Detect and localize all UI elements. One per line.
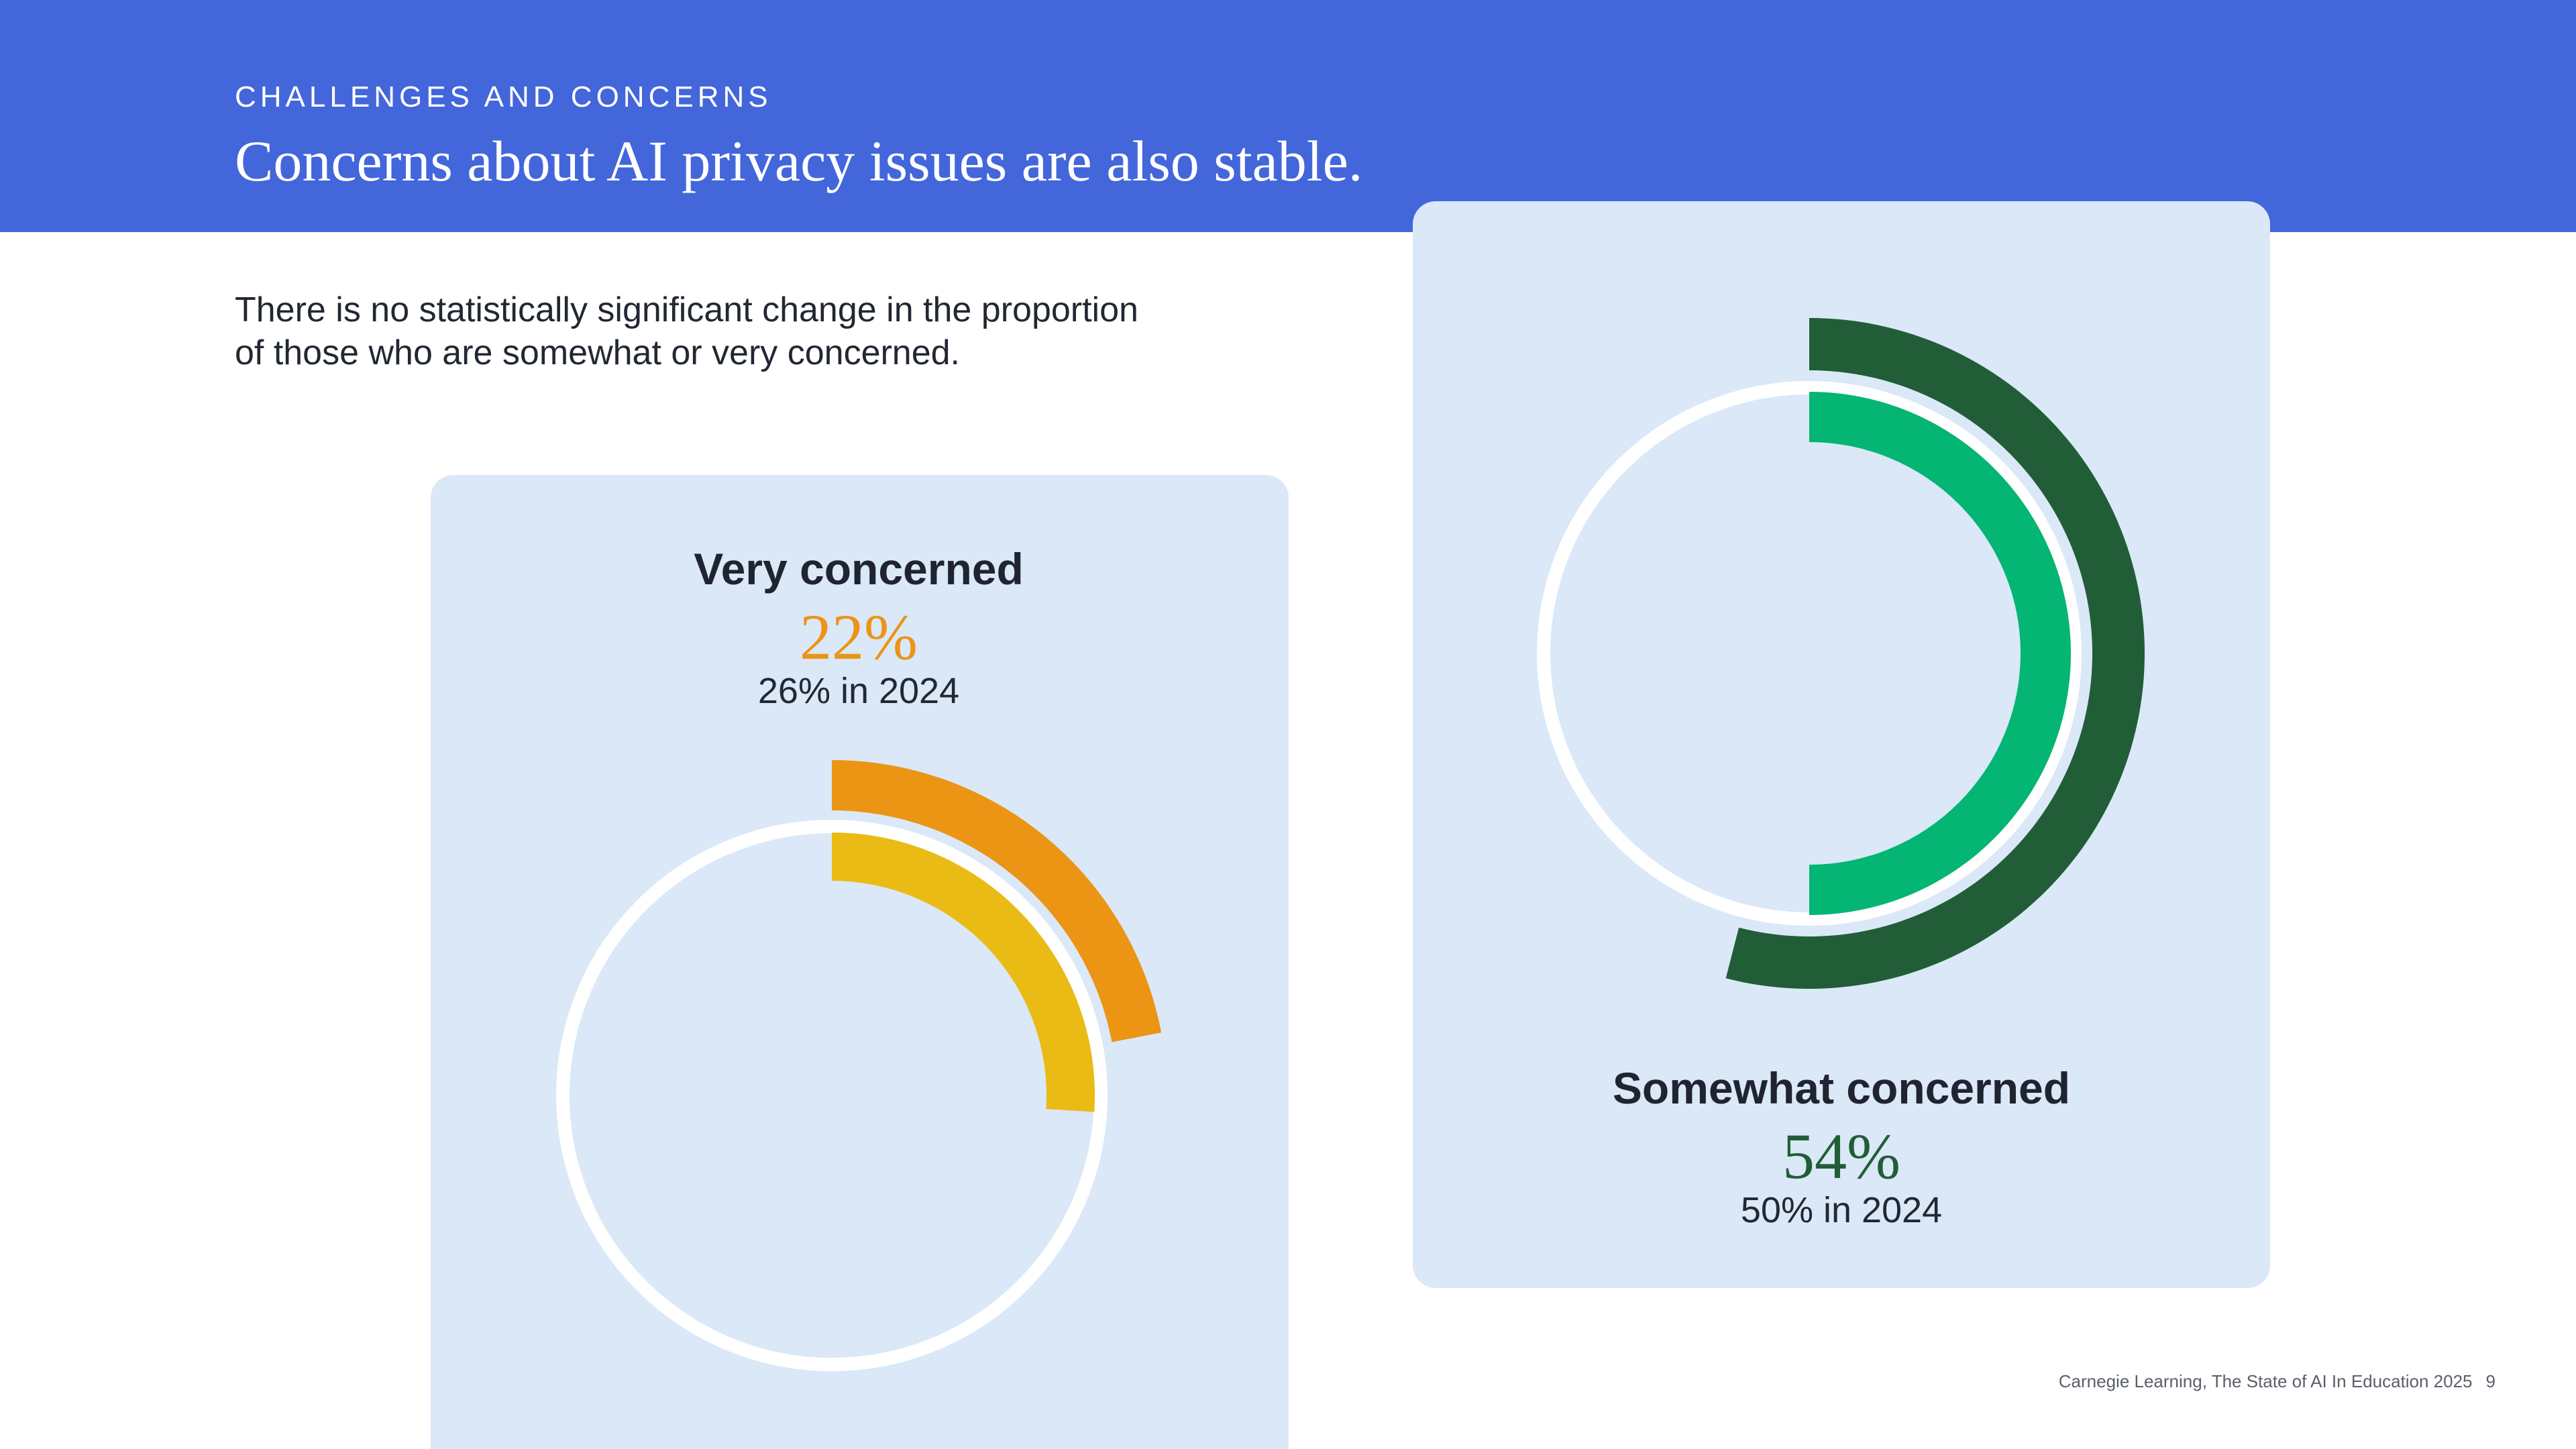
somewhat-concerned-title: Somewhat concerned [1612, 1063, 2071, 1113]
section-eyebrow: CHALLENGES AND CONCERNS [235, 80, 772, 113]
somewhat-concerned-previous: 50% in 2024 [1740, 1190, 1943, 1230]
very-concerned-bar-2025 [832, 760, 1162, 1042]
very-concerned-chart [556, 760, 1162, 1371]
footer: Carnegie Learning, The State of AI In Ed… [2059, 1371, 2496, 1392]
header-banner: CHALLENGES AND CONCERNS Concerns about A… [0, 0, 2576, 232]
intro-line-2: of those who are somewhat or very concer… [235, 333, 961, 372]
somewhat-concerned-labels: Somewhat concerned 54% 50% in 2024 [1472, 1061, 2210, 1230]
very-concerned-track-ring [556, 820, 1108, 1371]
somewhat-concerned-value: 54% [1782, 1120, 1900, 1192]
page-number: 9 [2485, 1371, 2496, 1391]
very-concerned-bar-2024 [832, 833, 1095, 1112]
footer-source: Carnegie Learning, The State of AI In Ed… [2058, 1371, 2473, 1391]
somewhat-concerned-track-ring [1537, 381, 2082, 926]
very-concerned-value: 22% [800, 601, 918, 673]
very-concerned-previous: 26% in 2024 [757, 671, 960, 711]
intro-text: There is no statistically significant ch… [235, 288, 1241, 374]
somewhat-concerned-bar-2025 [1725, 318, 2145, 989]
page-title: Concerns about AI privacy issues are als… [235, 129, 1363, 193]
very-concerned-labels: Very concerned 22% 26% in 2024 [490, 542, 1228, 711]
somewhat-concerned-chart [1537, 318, 2145, 989]
very-concerned-card [431, 475, 1289, 1449]
intro-line-1: There is no statistically significant ch… [235, 290, 1138, 329]
very-concerned-title: Very concerned [694, 544, 1024, 594]
somewhat-concerned-bar-2024 [1809, 392, 2071, 915]
